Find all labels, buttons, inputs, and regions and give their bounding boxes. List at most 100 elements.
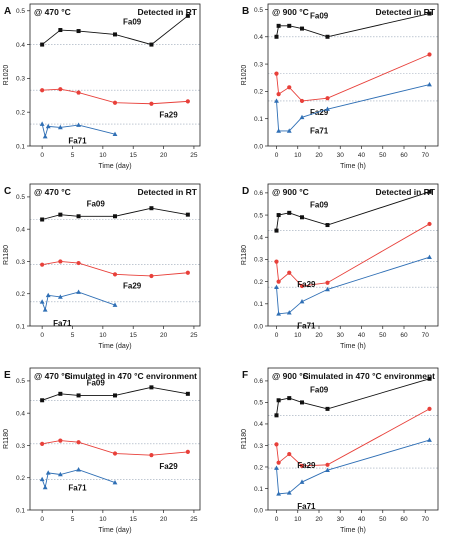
data-point (325, 467, 330, 472)
series-fa71: Fa71 (39, 467, 118, 493)
panel-label: D (242, 186, 249, 197)
data-point (300, 215, 304, 220)
data-point (287, 396, 292, 401)
panel-title-right: Detected in RT (375, 187, 435, 197)
x-tick-label: 10 (99, 152, 107, 159)
data-point (299, 463, 305, 468)
series-fa29: Fa29 (40, 438, 190, 471)
x-axis-label: Time (h) (340, 343, 366, 350)
y-tick-label: 0.3 (16, 443, 25, 450)
panel-label: E (4, 370, 11, 381)
data-point (427, 221, 432, 227)
series-line (42, 440, 188, 456)
x-tick-label: 0 (275, 152, 279, 159)
series-fa09: Fa09 (40, 13, 190, 47)
series-fa09: Fa09 (274, 11, 432, 39)
series-line (42, 260, 188, 277)
series-line (276, 378, 430, 416)
data-point (149, 42, 154, 47)
data-point (185, 13, 190, 18)
x-tick-label: 10 (99, 332, 107, 339)
data-point (58, 438, 63, 443)
data-point (76, 393, 81, 398)
y-tick-label: 0.3 (254, 257, 263, 264)
data-point (299, 114, 305, 120)
data-point (58, 212, 63, 217)
x-tick-label: 70 (422, 516, 430, 523)
x-tick-label: 10 (99, 516, 107, 523)
series-label: Fa29 (297, 461, 316, 470)
panel-label: A (4, 6, 11, 17)
data-point (276, 23, 281, 28)
data-point (427, 189, 432, 194)
y-tick-label: 0.4 (254, 34, 263, 41)
series-fa29: Fa29 (40, 87, 190, 120)
y-axis-label: R1180 (3, 245, 10, 265)
series-label: Fa09 (87, 199, 106, 208)
x-tick-label: 70 (422, 152, 430, 159)
data-point (113, 214, 117, 219)
y-tick-label: 0.3 (254, 61, 263, 68)
y-tick-label: 0.4 (16, 226, 25, 233)
plot-frame (29, 367, 201, 511)
y-tick-label: 0.1 (254, 486, 263, 493)
panel-title-right: Simulated in 470 °C environment (65, 371, 198, 381)
data-point (149, 385, 154, 390)
x-tick-label: 15 (130, 332, 138, 339)
series-label: Fa71 (53, 319, 72, 328)
panel-title-right: Detected in RT (137, 7, 197, 17)
y-tick-label: 0.6 (254, 190, 263, 197)
data-point (427, 406, 432, 411)
series-line (41, 123, 116, 139)
series-label: Fa29 (310, 108, 329, 117)
panel-title-left: @ 470 °C (34, 371, 71, 381)
data-point (57, 124, 63, 130)
data-point (42, 133, 48, 139)
series-line (276, 191, 430, 231)
data-point (276, 92, 281, 97)
x-tick-label: 70 (422, 332, 430, 339)
data-point (300, 26, 304, 31)
data-point (39, 299, 45, 304)
panel-title-right: Detected in RT (137, 187, 197, 197)
data-point (112, 272, 118, 277)
series-fa71: Fa71 (274, 254, 432, 331)
x-axis-label: Time (h) (340, 527, 366, 534)
data-point (113, 32, 117, 37)
data-point (325, 286, 330, 292)
plot-frame (29, 3, 201, 147)
data-point (76, 289, 81, 294)
data-point (112, 451, 118, 456)
y-tick-label: 0.4 (16, 42, 25, 49)
data-point (286, 490, 292, 495)
series-line (276, 13, 430, 38)
y-tick-label: 0.4 (16, 410, 25, 417)
plot-frame (267, 367, 439, 511)
data-point (57, 294, 63, 299)
y-tick-label: 0.5 (16, 378, 25, 385)
series-label: Fa71 (68, 484, 87, 493)
series-label: Fa29 (297, 280, 316, 289)
data-point (58, 391, 63, 396)
data-point (276, 279, 281, 284)
plot-frame (267, 3, 439, 147)
x-axis-label: Time (h) (340, 163, 366, 170)
data-point (185, 391, 190, 396)
data-point (427, 437, 432, 442)
data-point (325, 406, 330, 411)
x-tick-label: 30 (337, 152, 345, 159)
y-tick-label: 0.2 (254, 279, 263, 286)
panel-title-left: @ 900 °C (272, 7, 309, 17)
data-point (276, 128, 282, 133)
y-tick-label: 0.5 (254, 400, 263, 407)
x-tick-label: 10 (294, 332, 302, 339)
series-fa71: Fa71 (39, 121, 118, 145)
y-tick-label: 0.2 (16, 109, 25, 116)
y-axis-label: R1020 (241, 65, 248, 86)
x-tick-label: 25 (190, 152, 198, 159)
series-line (276, 84, 430, 132)
data-point (58, 259, 63, 264)
